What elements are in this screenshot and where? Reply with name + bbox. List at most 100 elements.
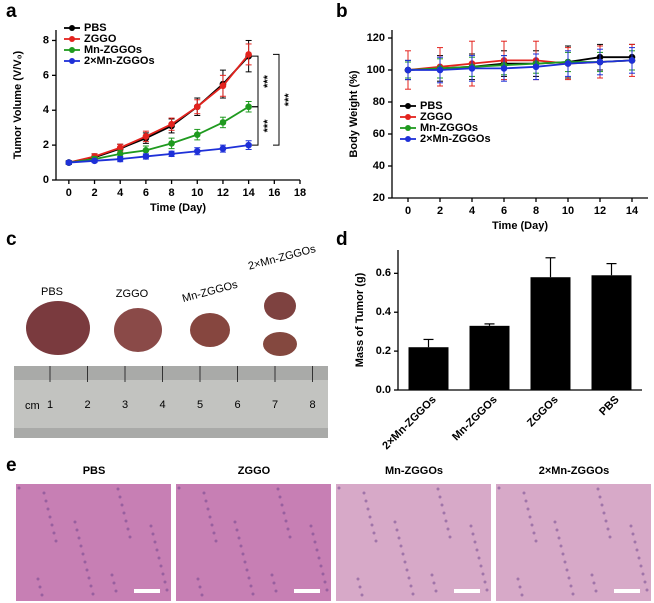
cell bbox=[319, 564, 323, 568]
cell bbox=[559, 544, 563, 548]
cell bbox=[36, 577, 40, 581]
cell bbox=[77, 536, 81, 540]
cell bbox=[204, 499, 208, 503]
cell bbox=[483, 580, 487, 584]
y-axis-label: Mass of Tumor (g) bbox=[354, 272, 366, 367]
panel-label: d bbox=[336, 229, 348, 250]
cell bbox=[241, 552, 245, 556]
cell bbox=[641, 572, 645, 576]
legend-label: PBS bbox=[420, 100, 443, 112]
legend-label: ZGGO bbox=[420, 111, 453, 123]
cell bbox=[565, 568, 569, 572]
cell bbox=[602, 511, 606, 515]
cell bbox=[374, 539, 378, 543]
cell bbox=[557, 536, 561, 540]
x-tick-label: 14 bbox=[626, 205, 639, 217]
legend-marker bbox=[69, 36, 75, 42]
legend-label: 2×Mn-ZGGOs bbox=[420, 133, 491, 145]
cell bbox=[91, 592, 95, 596]
cell bbox=[372, 531, 376, 535]
x-tick-label: 6 bbox=[143, 187, 149, 199]
x-tick-label: 12 bbox=[217, 187, 229, 199]
marker bbox=[219, 119, 227, 126]
cell bbox=[356, 577, 360, 581]
cell bbox=[637, 556, 641, 560]
cell bbox=[569, 584, 573, 588]
cell bbox=[397, 536, 401, 540]
cell bbox=[430, 573, 434, 577]
cell bbox=[274, 589, 278, 593]
cell bbox=[471, 532, 475, 536]
cell bbox=[594, 589, 598, 593]
significance-bracket bbox=[252, 55, 259, 108]
cell bbox=[317, 556, 321, 560]
scale-bar bbox=[294, 589, 320, 593]
cell bbox=[440, 503, 444, 507]
x-tick-label: 4 bbox=[469, 205, 476, 217]
cell bbox=[278, 495, 282, 499]
cell bbox=[325, 588, 329, 592]
cell bbox=[571, 592, 575, 596]
cell bbox=[518, 585, 522, 589]
marker bbox=[245, 103, 252, 111]
y-axis-label: Tumor Volume (V/V₀) bbox=[12, 50, 24, 159]
histology-label: ZGGO bbox=[238, 465, 271, 477]
cell bbox=[155, 548, 159, 552]
cell bbox=[393, 520, 397, 524]
y-tick-label: 0.4 bbox=[376, 306, 392, 318]
cell bbox=[116, 487, 120, 491]
cell bbox=[409, 584, 413, 588]
marker bbox=[168, 140, 175, 147]
cell bbox=[370, 523, 374, 527]
ruler-number: 8 bbox=[309, 399, 315, 411]
cell bbox=[606, 527, 610, 531]
cell bbox=[114, 589, 118, 593]
cell bbox=[555, 528, 559, 532]
x-tick-label: 14 bbox=[243, 187, 256, 199]
cell bbox=[399, 544, 403, 548]
cell bbox=[590, 573, 594, 577]
cell bbox=[44, 499, 48, 503]
cell bbox=[206, 507, 210, 511]
x-tick-label: 4 bbox=[117, 187, 124, 199]
marker bbox=[142, 133, 150, 140]
x-tick-label: PBS bbox=[597, 394, 621, 418]
marker bbox=[142, 147, 150, 154]
cell bbox=[608, 535, 612, 539]
x-tick-label: 0 bbox=[66, 187, 72, 199]
cell bbox=[323, 580, 327, 584]
marker bbox=[91, 157, 98, 165]
cell bbox=[366, 507, 370, 511]
cell bbox=[282, 511, 286, 515]
cell bbox=[629, 524, 633, 528]
histology-image bbox=[16, 484, 171, 601]
cell bbox=[149, 524, 153, 528]
cell bbox=[436, 487, 440, 491]
legend-marker bbox=[405, 114, 411, 120]
panel-label: b bbox=[336, 1, 348, 22]
cell bbox=[522, 491, 526, 495]
cell bbox=[405, 568, 409, 572]
y-tick-label: 8 bbox=[43, 34, 49, 46]
legend-marker bbox=[69, 25, 75, 31]
cell bbox=[362, 491, 366, 495]
cell bbox=[276, 487, 280, 491]
cell bbox=[196, 577, 200, 581]
cell bbox=[233, 520, 237, 524]
marker bbox=[436, 66, 444, 74]
y-tick-label: 20 bbox=[373, 192, 385, 204]
series-line bbox=[68, 144, 249, 164]
series-line bbox=[68, 53, 250, 164]
ruler-number: 1 bbox=[47, 399, 53, 411]
cell bbox=[48, 515, 52, 519]
cell bbox=[311, 532, 315, 536]
cell bbox=[479, 564, 483, 568]
y-tick-label: 0.6 bbox=[376, 267, 391, 279]
histology-image bbox=[496, 484, 651, 601]
legend-label: 2×Mn-ZGGOs bbox=[84, 55, 155, 67]
cell bbox=[411, 592, 415, 596]
significance-bracket bbox=[252, 106, 259, 146]
marker bbox=[142, 153, 150, 160]
cell bbox=[243, 560, 247, 564]
cell bbox=[42, 491, 46, 495]
